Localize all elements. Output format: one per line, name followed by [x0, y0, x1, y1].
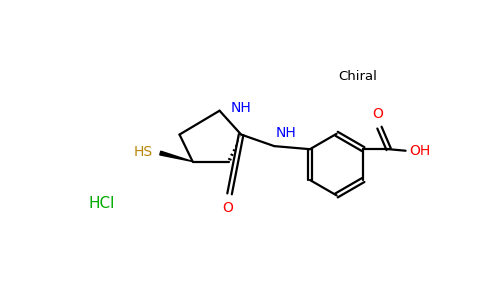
Text: HCl: HCl	[89, 196, 115, 211]
Text: NH: NH	[230, 100, 251, 115]
Text: O: O	[223, 201, 233, 215]
Polygon shape	[160, 151, 193, 161]
Text: HS: HS	[134, 145, 152, 158]
Text: Chiral: Chiral	[339, 70, 378, 83]
Text: NH: NH	[276, 126, 297, 140]
Text: OH: OH	[409, 144, 431, 158]
Text: O: O	[373, 107, 383, 121]
